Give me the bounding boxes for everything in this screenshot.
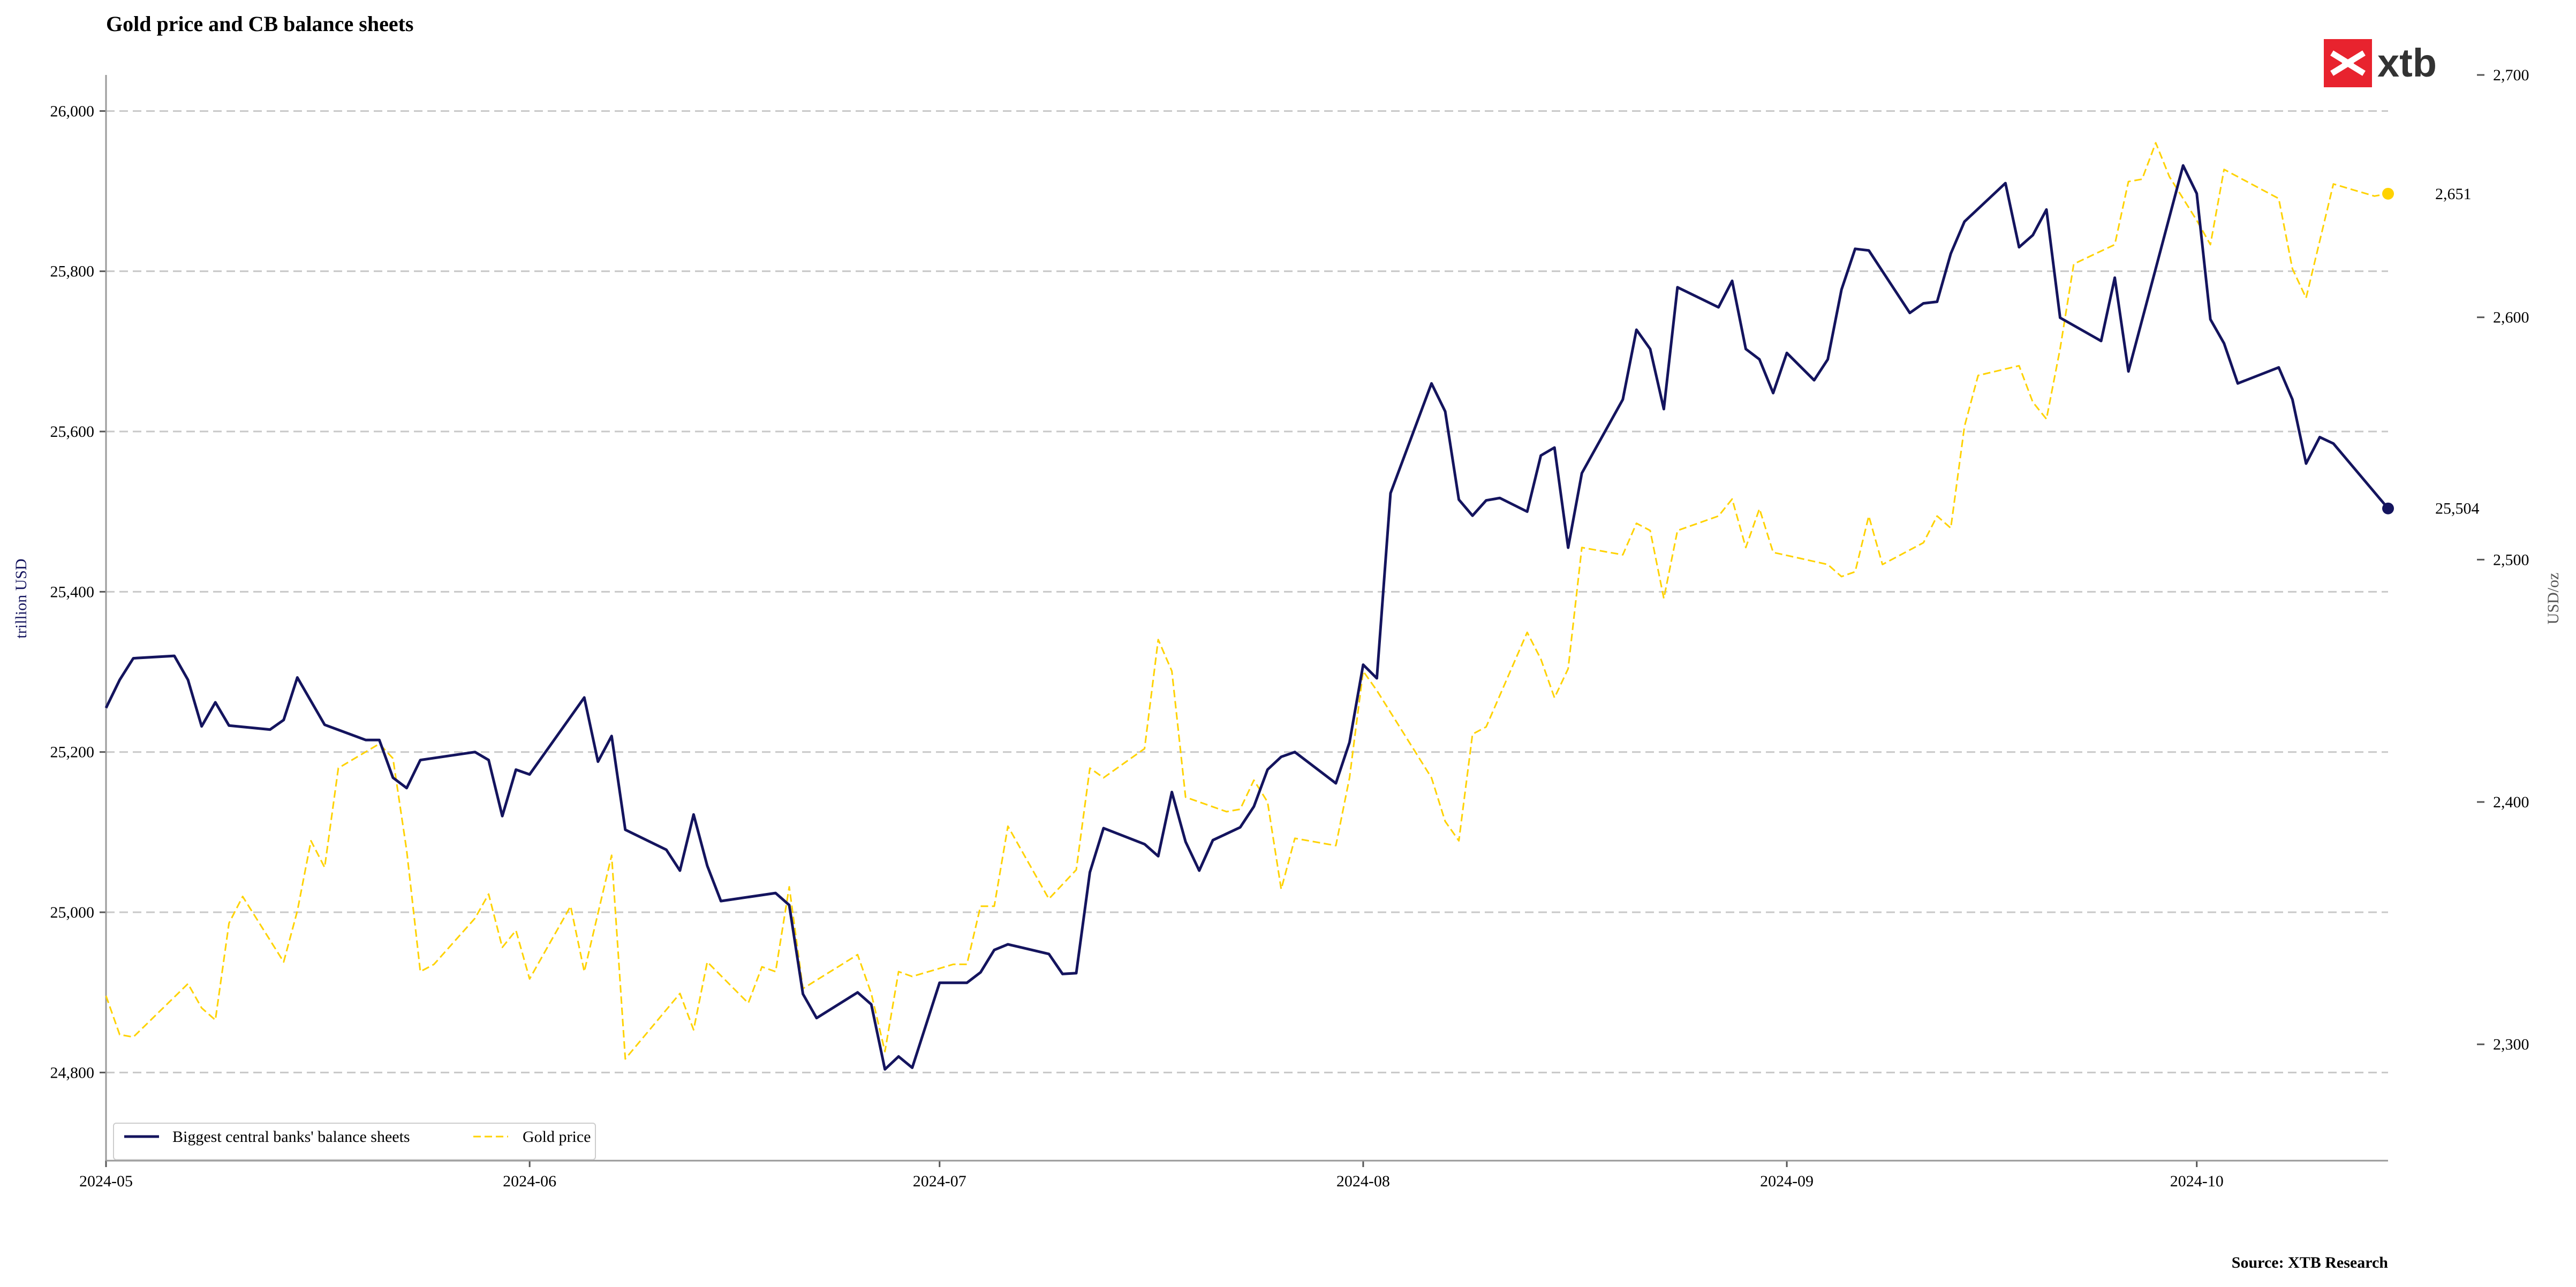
balance-sheet-line bbox=[104, 164, 2389, 1071]
y2-tick-label: 2,400 bbox=[2493, 793, 2529, 811]
xtb-logo-text: xtb bbox=[2377, 41, 2437, 85]
legend-box bbox=[113, 1123, 596, 1160]
x-tick-label: 2024-08 bbox=[1336, 1172, 1390, 1190]
xtb-logo-mark bbox=[2330, 50, 2366, 76]
gridlines bbox=[106, 110, 2388, 1073]
y2-tick-label: 2,300 bbox=[2493, 1036, 2529, 1054]
legend-label-gold: Gold price bbox=[523, 1128, 591, 1146]
y-tick-label: 24,800 bbox=[50, 1064, 95, 1081]
x-tick-label: 2024-10 bbox=[2170, 1172, 2224, 1190]
legend-label-balance: Biggest central banks' balance sheets bbox=[172, 1128, 410, 1146]
y2-axis-title: USD/oz bbox=[2544, 573, 2562, 625]
legend[interactable]: Biggest central banks' balance sheets Go… bbox=[113, 1123, 596, 1160]
chart-title: Gold price and CB balance sheets bbox=[106, 12, 413, 36]
x-tick-label: 2024-09 bbox=[1760, 1172, 1814, 1190]
y-tick-label: 25,200 bbox=[50, 744, 95, 761]
source-note: Source: XTB Research bbox=[2232, 1254, 2389, 1271]
axes bbox=[100, 74, 2484, 1167]
y-tick-label: 25,600 bbox=[50, 423, 95, 441]
y2-tick-label: 2,600 bbox=[2493, 309, 2529, 327]
y-tick-label: 26,000 bbox=[50, 102, 95, 120]
gold-price-end-marker bbox=[2382, 187, 2394, 200]
series: 2,651 25,504 bbox=[104, 142, 2480, 1071]
balance-sheet-end-label: 25,504 bbox=[2435, 500, 2480, 518]
y2-tick-label: 2,700 bbox=[2493, 66, 2529, 84]
x-tick-label: 2024-07 bbox=[913, 1172, 966, 1190]
x-tick-label: 2024-05 bbox=[79, 1172, 133, 1190]
y-tick-label: 25,400 bbox=[50, 583, 95, 601]
balance-sheet-end-marker bbox=[2382, 502, 2394, 514]
y-tick-label: 25,800 bbox=[50, 263, 95, 281]
gold-price-line bbox=[105, 142, 2389, 1060]
x-tick-label: 2024-06 bbox=[503, 1172, 556, 1190]
gold-price-end-label: 2,651 bbox=[2435, 185, 2472, 203]
tick-labels: 24,800 25,000 25,200 25,400 25,600 25,800 26,0… bbox=[50, 66, 2529, 1190]
y-axis-title: trillion USD bbox=[12, 558, 30, 638]
y2-tick-label: 2,500 bbox=[2493, 551, 2529, 569]
y-tick-label: 25,000 bbox=[50, 904, 95, 921]
xtb-logo: xtb bbox=[2324, 39, 2437, 87]
